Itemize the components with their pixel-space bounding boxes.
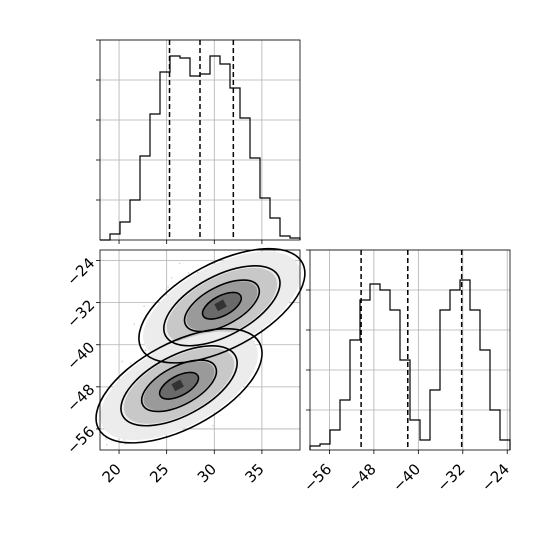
scatter-density [100,251,301,441]
scatter-point [143,305,145,308]
hist2-xtick-label-3: −32 [433,460,468,495]
scatter-point [144,349,147,352]
scatter-point [239,396,241,399]
hist2-xtick-label-0: −56 [300,460,335,495]
scatter-point [187,272,190,274]
scatter-point [121,360,123,363]
contour-0-2 [183,279,261,333]
bottom-left-2d-panel: 20 25 30 35 −24 −32 −40 −48 −56 [63,247,306,486]
contour-0-0 [138,247,306,364]
scatter-point [106,444,108,446]
scatter-point [165,289,168,291]
hist2-xtick-label-4: −24 [478,460,513,495]
scatter-contours [95,247,306,444]
scatter-ticks: 20 25 30 35 −24 −32 −40 −48 −56 [63,254,267,486]
hist2-step-line [309,279,511,450]
scatter-ytick-label-0: −24 [63,254,98,289]
scatter-point [105,438,107,440]
scatter-point [145,349,147,351]
scatter-point [170,277,173,279]
scatter-point [212,424,214,427]
scatter-point [129,362,132,364]
contour-0-3 [201,291,243,320]
scatter-point [123,439,126,441]
scatter-point [253,340,255,343]
density-peak-1 [171,379,184,392]
hist2-quantiles [360,250,463,450]
bottom-right-histogram-panel: −56 −48 −40 −32 −24 [300,249,513,495]
contour-1-1 [120,345,238,427]
contour-1-3 [158,371,200,400]
scatter-point [133,323,136,326]
contour-0-1 [163,265,281,347]
scatter-xtick-label-0: 20 [99,460,125,486]
scatter-xtick-label-2: 30 [194,460,220,486]
hist2-ticks: −56 −48 −40 −32 −24 [300,249,513,495]
contour-1-2 [140,359,218,413]
hist2-xtick-label-2: −40 [389,460,424,495]
hist1-ticks [96,39,263,244]
top-left-histogram-panel [96,39,301,244]
hist2-steps [309,279,511,450]
hist2-xtick-label-1: −48 [345,460,380,495]
scatter-point [167,286,169,288]
scatter-xtick-label-3: 35 [242,460,268,486]
scatter-ytick-label-2: −40 [63,338,98,373]
hist2-frame [309,249,511,451]
scatter-ytick-label-4: −56 [63,423,98,458]
scatter-point [178,262,181,265]
hist1-quantiles [168,40,235,240]
scatter-xtick-label-1: 25 [146,460,172,486]
scatter-ytick-label-1: −32 [63,296,98,331]
scatter-ytick-label-3: −48 [63,380,98,415]
hist1-frame [99,39,301,241]
density-peak-0 [214,299,227,312]
scatter-frame [99,249,301,451]
